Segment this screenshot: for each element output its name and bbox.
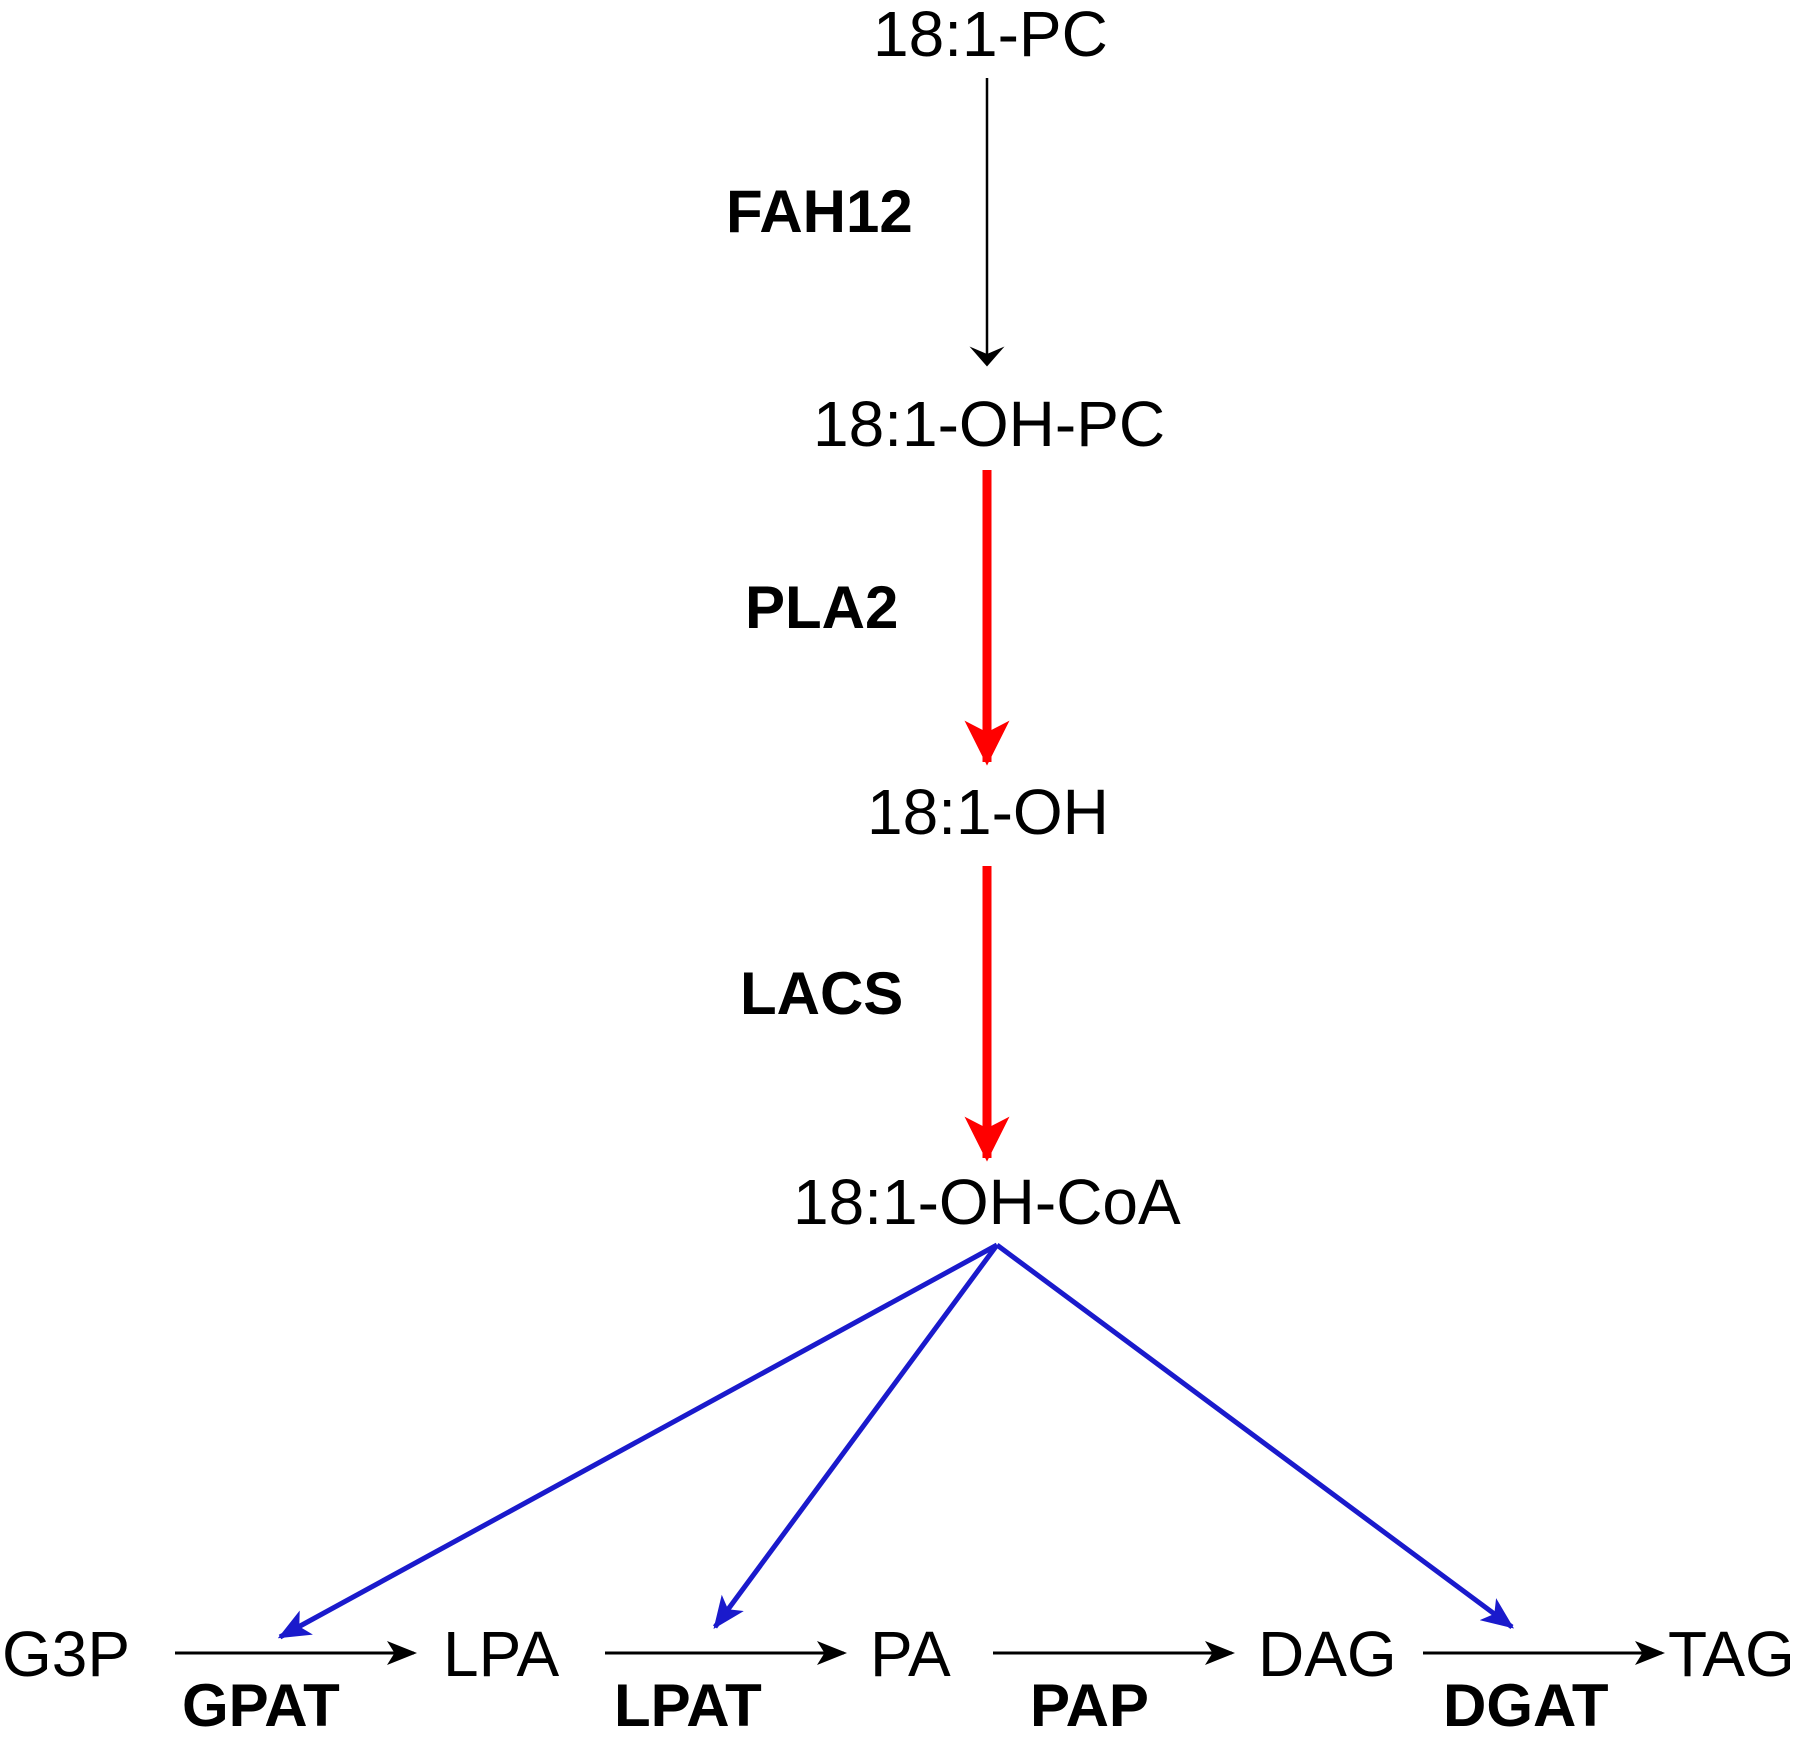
arrow-branch-lpat <box>712 1243 1000 1630</box>
enzyme-gpat: GPAT <box>182 1672 340 1739</box>
enzyme-lpat: LPAT <box>614 1672 762 1739</box>
enzyme-pla2: PLA2 <box>745 574 899 641</box>
metabolite-18-1-pc: 18:1-PC <box>873 0 1108 70</box>
metabolite-g3p: G3P <box>2 1618 131 1690</box>
enzyme-dgat: DGAT <box>1443 1672 1609 1739</box>
metabolite-18-1-oh-pc: 18:1-OH-PC <box>813 388 1166 460</box>
arrow-branch-dgat <box>995 1242 1515 1630</box>
metabolite-lpa: LPA <box>443 1618 560 1690</box>
metabolite-18-1-oh-coa: 18:1-OH-CoA <box>793 1166 1181 1238</box>
enzyme-lacs: LACS <box>740 960 904 1027</box>
enzyme-pap: PAP <box>1030 1672 1149 1739</box>
metabolite-tag: TAG <box>1668 1618 1795 1690</box>
metabolite-pa: PA <box>870 1618 951 1690</box>
arrow-branch-gpat <box>277 1242 999 1640</box>
metabolite-dag: DAG <box>1258 1618 1397 1690</box>
enzyme-fah12: FAH12 <box>726 178 913 245</box>
metabolite-18-1-oh: 18:1-OH <box>867 776 1109 848</box>
